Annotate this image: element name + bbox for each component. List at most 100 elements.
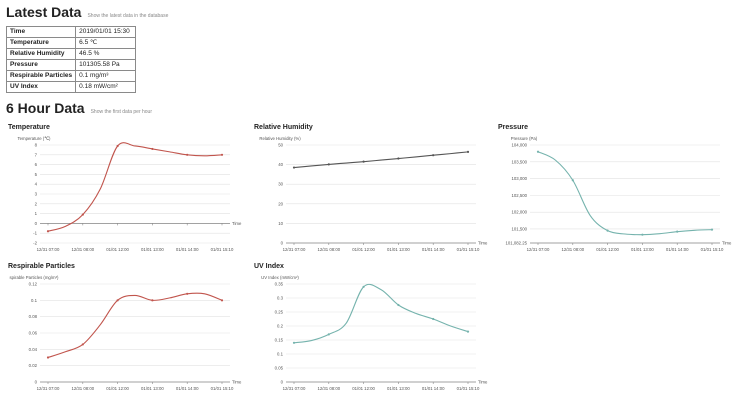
y-tick-label: 4 bbox=[35, 182, 38, 187]
data-point bbox=[81, 343, 84, 346]
uv-chart-svg: UV Index (mW/cm²) 0 0.05 0.1 0.15 0.2 0.25 0.3 0… bbox=[261, 275, 488, 391]
data-point bbox=[151, 147, 154, 151]
y-axis-label: Temperature (℃) bbox=[17, 136, 51, 141]
data-point bbox=[116, 299, 119, 302]
series-line bbox=[537, 151, 713, 236]
y-tick-label: 1 bbox=[35, 211, 38, 216]
table-row: Respirable Particles 0.1 mg/m³ bbox=[5, 70, 137, 82]
x-tick-label: 12/31 08:00 bbox=[71, 247, 94, 252]
y-tick-label: 40 bbox=[278, 162, 283, 167]
y-tick-label: 5 bbox=[35, 172, 38, 177]
y-axis-label: Relative Humidity (%) bbox=[259, 136, 301, 141]
chart-title: UV Index bbox=[254, 263, 284, 270]
y-tick-label: 0 bbox=[35, 380, 38, 385]
y-tick-label: 0.1 bbox=[31, 298, 38, 303]
data-point bbox=[397, 303, 400, 307]
y-tick-label: 0.1 bbox=[277, 352, 284, 357]
y-tick-label: 6 bbox=[35, 162, 38, 167]
x-tick-label: 01/01 12:00 bbox=[352, 386, 375, 391]
x-tick-label: 12/31 07:00 bbox=[527, 247, 550, 252]
y-axis-label: Pressure (Pa) bbox=[511, 136, 538, 141]
series-line bbox=[47, 142, 223, 232]
row-label: Respirable Particles bbox=[5, 70, 77, 82]
x-axis-label: Time bbox=[478, 380, 488, 385]
hour-data-title: 6 Hour Data bbox=[6, 100, 85, 116]
x-tick-label: 01/01 12:00 bbox=[106, 386, 129, 391]
row-value: 2019/01/01 15:30 bbox=[75, 26, 137, 38]
data-point bbox=[466, 150, 470, 153]
x-tick-label: 01/01 14:00 bbox=[422, 386, 445, 391]
data-point bbox=[220, 299, 224, 302]
y-tick-label: 103,500 bbox=[511, 159, 527, 164]
row-label: UV Index bbox=[5, 81, 77, 93]
data-point bbox=[606, 229, 609, 232]
x-tick-label: 01/01 13:00 bbox=[631, 247, 654, 252]
y-tick-label: 0.08 bbox=[29, 314, 38, 319]
uv-chart: UV Index UV Index (mW/cm²) 0 0.05 0.1 0.15 0.… bbox=[254, 263, 492, 398]
pressure-chart: Pressure Pressure (Pa) 101,082.25 101,500 1… bbox=[498, 124, 736, 259]
y-tick-label: 8 bbox=[35, 143, 38, 148]
data-point bbox=[327, 333, 330, 336]
row-label: Relative Humidity bbox=[5, 48, 77, 60]
y-tick-label: 101,082.25 bbox=[505, 241, 527, 246]
data-point bbox=[186, 292, 189, 295]
y-tick-label: 104,000 bbox=[511, 143, 527, 148]
temperature-chart-svg: Temperature (℃) -2 -1 0 1 2 3 4 5 6 7 8 12/31 07:00 1… bbox=[17, 136, 242, 252]
data-point bbox=[571, 179, 574, 182]
y-tick-label: 30 bbox=[278, 182, 283, 187]
x-tick-label: 01/01 13:00 bbox=[141, 386, 164, 391]
data-point bbox=[292, 341, 296, 344]
data-point bbox=[397, 157, 400, 160]
y-tick-label: 102,500 bbox=[511, 193, 527, 198]
data-point bbox=[641, 233, 644, 236]
x-tick-label: 01/01 12:00 bbox=[596, 247, 619, 252]
data-point bbox=[46, 356, 50, 359]
data-point bbox=[432, 317, 435, 321]
data-point bbox=[536, 150, 540, 153]
x-axis-label: Time bbox=[232, 221, 242, 226]
y-tick-label: 2 bbox=[35, 201, 38, 206]
y-tick-label: 0 bbox=[35, 221, 38, 226]
y-tick-label: 0.04 bbox=[29, 347, 38, 352]
y-tick-label: 101,500 bbox=[511, 226, 527, 231]
y-tick-label: 3 bbox=[35, 192, 38, 197]
y-tick-label: 0.05 bbox=[275, 366, 284, 371]
x-tick-label: 01/01 14:00 bbox=[422, 247, 445, 252]
row-label: Temperature bbox=[5, 37, 77, 49]
y-tick-label: 0.06 bbox=[29, 331, 38, 336]
table-row: Relative Humidity 46.5 % bbox=[5, 48, 137, 60]
hour-data-header: 6 Hour Data Show the first data per hour bbox=[6, 100, 152, 116]
y-axis-label: spirable Particles (mg/m³) bbox=[10, 275, 60, 280]
data-point bbox=[116, 144, 119, 148]
data-point bbox=[220, 153, 224, 156]
table-row: Pressure 101305.58 Pa bbox=[5, 59, 137, 71]
data-point bbox=[327, 163, 330, 166]
x-tick-label: 12/31 07:00 bbox=[37, 247, 60, 252]
x-axis-label: Time bbox=[722, 241, 732, 246]
row-value: 6.5 ℃ bbox=[75, 37, 137, 49]
row-label: Time bbox=[5, 26, 77, 38]
x-tick-label: 12/31 07:00 bbox=[283, 247, 306, 252]
latest-data-title: Latest Data bbox=[6, 4, 82, 20]
x-tick-label: 01/01 15:10 bbox=[211, 247, 234, 252]
data-point bbox=[81, 213, 84, 216]
humidity-chart: Relative Humidity Relative Humidity (%) 0… bbox=[254, 124, 492, 259]
particles-chart: Respirable Particles spirable Particles … bbox=[8, 263, 246, 398]
chart-title: Temperature bbox=[8, 124, 50, 131]
table-row: Time 2019/01/01 15:30 bbox=[5, 26, 137, 38]
y-tick-label: 0.35 bbox=[275, 282, 284, 287]
x-axis-label: Time bbox=[232, 380, 242, 385]
y-tick-label: 0 bbox=[281, 380, 284, 385]
x-tick-label: 12/31 08:00 bbox=[317, 247, 340, 252]
y-tick-label: 0.15 bbox=[275, 338, 284, 343]
y-tick-label: 10 bbox=[278, 221, 283, 226]
chart-title: Respirable Particles bbox=[8, 263, 75, 270]
data-point bbox=[46, 230, 50, 233]
y-tick-label: 20 bbox=[278, 201, 283, 206]
data-point bbox=[151, 299, 154, 302]
x-tick-label: 12/31 08:00 bbox=[71, 386, 94, 391]
chart-title: Pressure bbox=[498, 124, 528, 131]
particles-chart-svg: spirable Particles (mg/m³) 0 0.02 0.04 0.06 0… bbox=[10, 275, 242, 391]
data-point bbox=[432, 154, 435, 157]
y-axis-label: UV Index (mW/cm²) bbox=[261, 275, 299, 280]
